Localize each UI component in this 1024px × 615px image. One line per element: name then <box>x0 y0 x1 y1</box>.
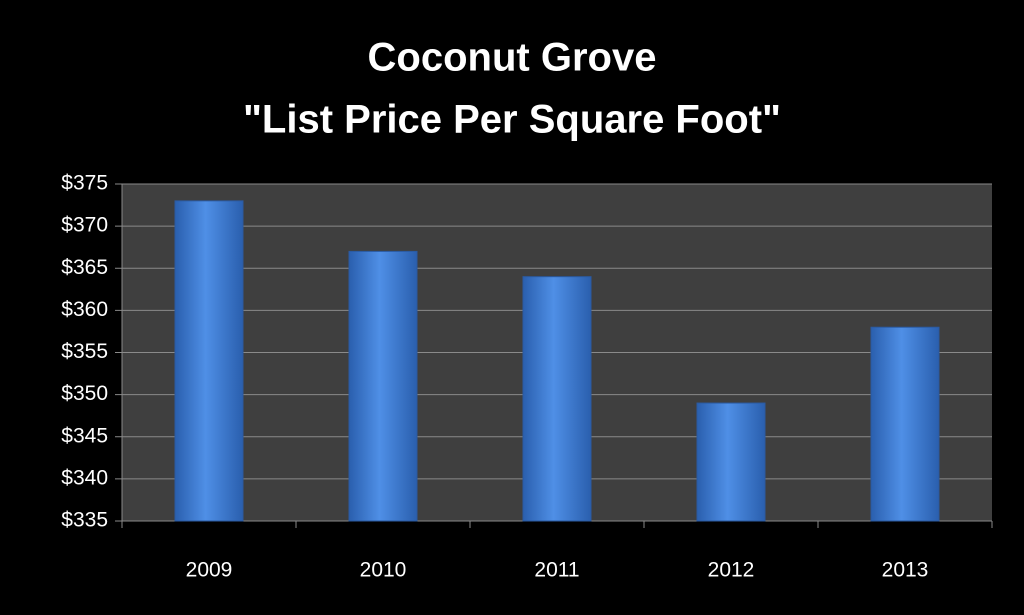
bar <box>870 326 940 522</box>
y-tick-label: $335 <box>61 509 108 532</box>
bar <box>696 402 766 522</box>
bar <box>348 250 418 522</box>
x-tick-label: 2011 <box>534 559 579 582</box>
bar <box>522 276 592 522</box>
y-tick-label: $360 <box>61 298 108 321</box>
chart-title: "List Price Per Square Foot" <box>243 98 781 142</box>
x-tick-label: 2010 <box>360 559 407 582</box>
y-tick-label: $345 <box>61 424 108 447</box>
y-tick-label: $365 <box>61 256 108 279</box>
y-tick-label: $355 <box>61 340 108 363</box>
y-tick-label: $340 <box>61 466 108 489</box>
x-tick-label: 2012 <box>708 559 755 582</box>
y-tick-label: $370 <box>61 214 108 237</box>
x-tick-label: 2009 <box>186 559 233 582</box>
chart-title: Coconut Grove <box>368 36 657 80</box>
bar <box>174 200 244 522</box>
x-tick-label: 2013 <box>882 559 929 582</box>
y-tick-label: $375 <box>61 172 108 195</box>
y-tick-label: $350 <box>61 382 108 405</box>
